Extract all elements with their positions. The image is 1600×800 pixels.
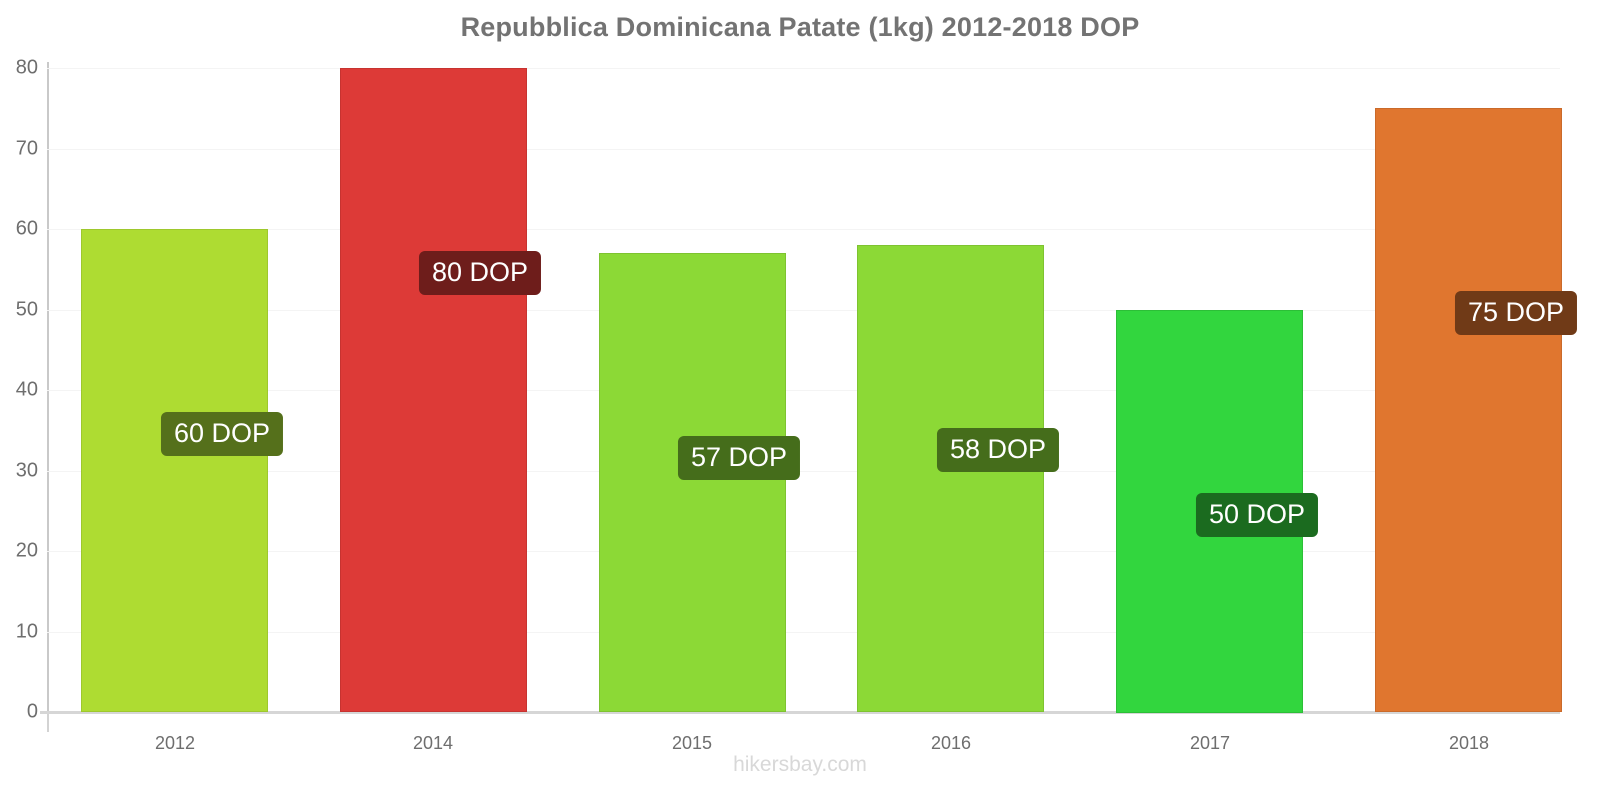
gridline (47, 229, 1560, 230)
y-axis-bottom-tick (47, 712, 49, 732)
bar[interactable] (81, 229, 268, 712)
bar[interactable] (857, 245, 1044, 712)
x-axis-tick-label: 2014 (412, 733, 454, 753)
y-axis-tick-label: 40 (15, 378, 38, 401)
y-axis-tick-label: 70 (15, 137, 38, 160)
y-axis-tick-label: 50 (15, 298, 38, 321)
x-axis-line (40, 711, 1560, 714)
gridline (47, 68, 1560, 69)
bar-value-label: 58 DOP (936, 428, 1060, 473)
bar-value-label: 50 DOP (1195, 493, 1319, 538)
bar-value-label: 75 DOP (1454, 291, 1578, 336)
x-axis-tick-label: 2017 (1189, 733, 1231, 753)
y-axis-tick-label: 80 (15, 56, 38, 79)
bar[interactable] (1375, 108, 1562, 712)
bar-value-label: 60 DOP (160, 412, 284, 457)
gridline (47, 632, 1560, 633)
bar[interactable] (340, 68, 527, 712)
gridline (47, 551, 1560, 552)
y-axis-tick-label: 30 (15, 459, 38, 482)
gridline (47, 471, 1560, 472)
gridline (47, 390, 1560, 391)
bar-value-label: 80 DOP (418, 251, 542, 296)
x-axis-tick-label: 2012 (154, 733, 196, 753)
x-axis-tick-label: 2015 (671, 733, 713, 753)
y-axis-tick-label: 10 (15, 620, 38, 643)
x-axis-tick-label: 2016 (930, 733, 972, 753)
y-axis-tick-label: 60 (15, 217, 38, 240)
y-axis-tick-label: 0 (26, 700, 38, 723)
gridline (47, 310, 1560, 311)
bar-value-label: 57 DOP (677, 436, 801, 481)
gridline (47, 149, 1560, 150)
bar[interactable] (599, 253, 786, 712)
y-axis-tick-label: 20 (15, 539, 38, 562)
plot-area: 60 DOP 80 DOP 57 DOP 58 DOP 50 DOP 75 DOP (47, 68, 1578, 713)
source-credit: hikersbay.com (733, 753, 867, 776)
x-axis-tick-label: 2018 (1448, 733, 1490, 753)
chart-title: Repubblica Dominicana Patate (1kg) 2012-… (460, 12, 1140, 42)
